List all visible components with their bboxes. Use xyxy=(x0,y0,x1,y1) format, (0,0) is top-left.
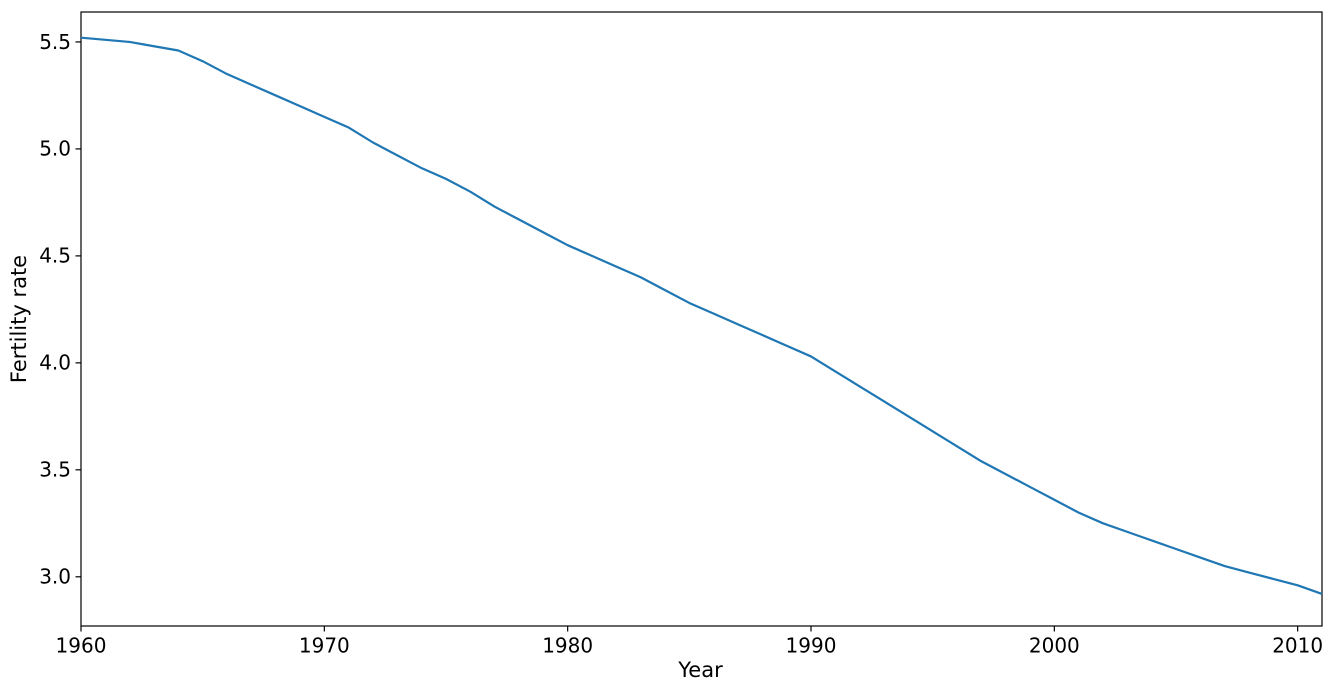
y-tick-label: 4.0 xyxy=(39,351,71,375)
x-axis-title: Year xyxy=(678,658,723,682)
x-tick-label: 1960 xyxy=(56,634,107,658)
x-tick-label: 1970 xyxy=(299,634,350,658)
y-axis-title: Fertility rate xyxy=(7,254,31,384)
y-tick-label: 3.5 xyxy=(39,458,71,482)
fertility-rate-line xyxy=(80,36,1323,595)
y-tick-label: 5.0 xyxy=(39,137,71,161)
plot-spines xyxy=(80,11,1323,627)
y-tick-label: 3.0 xyxy=(39,565,71,589)
x-tick-label: 2000 xyxy=(1029,634,1080,658)
x-tick-label: 1990 xyxy=(786,634,837,658)
x-tick-label: 2010 xyxy=(1272,634,1323,658)
y-tick-label: 4.5 xyxy=(39,244,71,268)
x-tick-label: 1980 xyxy=(542,634,593,658)
y-tick-label: 5.5 xyxy=(39,30,71,54)
